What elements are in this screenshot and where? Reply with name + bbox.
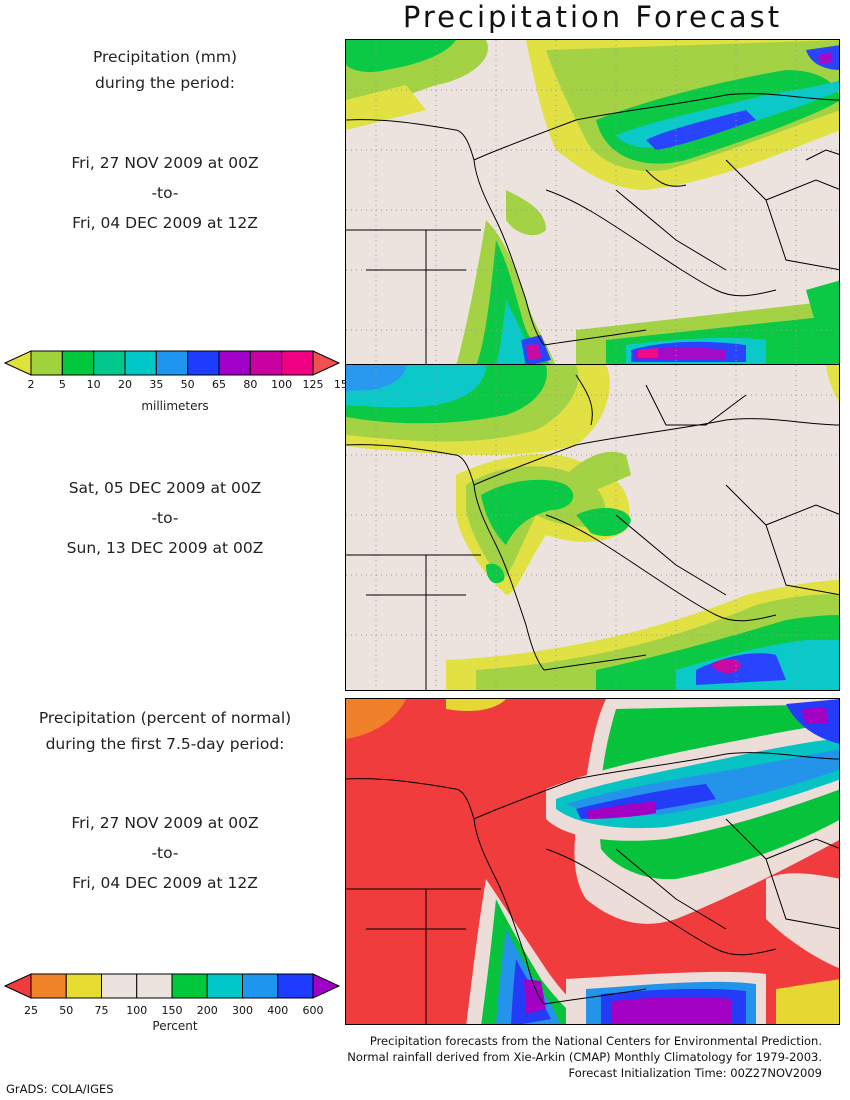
footer-line2: Normal rainfall derived from Xie-Arkin (… (347, 1050, 822, 1064)
colorbar-mm-tick-label: 100 (271, 378, 293, 391)
colorbar-mm-swatch (155, 350, 189, 376)
map-week2-canvas (346, 365, 839, 690)
colorbar-mm-tick-label: 2 (27, 378, 35, 391)
colorbar-mm-tick-label: 5 (58, 378, 66, 391)
colorbar-percent-swatch (136, 973, 173, 999)
colorbar-percent-tick-label: 100 (126, 1004, 148, 1017)
panel3-heading-line2: during the first 7.5-day period: (45, 735, 285, 753)
colorbar-percent-tick-label: 75 (94, 1004, 109, 1017)
colorbar-mm-swatch (187, 350, 220, 376)
page-title: Precipitation Forecast (402, 0, 783, 34)
colorbar-mm-swatch (281, 350, 314, 376)
panel1-heading-line2: during the period: (95, 74, 235, 92)
colorbar-percent-swatch (206, 973, 243, 999)
colorbar-mm-tick-label: 20 (118, 378, 132, 391)
panel1-end: Fri, 04 DEC 2009 at 12Z (72, 214, 258, 232)
colorbar-percent-swatch (277, 973, 314, 999)
colorbar-mm-tick-label: 80 (243, 378, 258, 391)
panel3-start: Fri, 27 NOV 2009 at 00Z (71, 814, 259, 832)
colorbar-mm-swatch (93, 350, 126, 376)
colorbar-mm-tick-label: 10 (86, 378, 101, 391)
colorbar-mm-swatch (249, 350, 283, 376)
footer-notes: Precipitation forecasts from the Nationa… (347, 1033, 822, 1081)
map-percent-canvas (346, 699, 839, 1024)
colorbar-mm-tick-label: 35 (149, 378, 164, 391)
colorbar-mm-tick-label: 125 (302, 378, 324, 391)
footer-line3: Forecast Initialization Time: 00Z27NOV20… (568, 1066, 822, 1080)
panel1-sep: -to- (151, 184, 179, 202)
colorbar-percent-tick-label: 150 (161, 1004, 183, 1017)
panel3-period: Fri, 27 NOV 2009 at 00Z -to- Fri, 04 DEC… (0, 810, 330, 896)
colorbar-percent-swatch (30, 973, 67, 999)
map-panel-percent-normal (345, 698, 840, 1025)
panel1-heading-line1: Precipitation (mm) (92, 48, 238, 66)
colorbar-mm (4, 350, 341, 376)
colorbar-percent-swatch (171, 973, 208, 999)
colorbar-percent-tick-label: 300 (232, 1004, 253, 1017)
panel3-sep: -to- (151, 844, 179, 862)
colorbar-percent-swatch (65, 973, 102, 999)
colorbar-mm-arrow-high (312, 350, 341, 376)
grads-credit: GrADS: COLA/IGES (6, 1082, 114, 1096)
colorbar-mm-arrow-low (4, 350, 32, 376)
panel2-start: Sat, 05 DEC 2009 at 00Z (68, 479, 262, 497)
colorbar-percent-tick-label: 50 (59, 1004, 74, 1017)
panel1-heading: Precipitation (mm) during the period: (0, 44, 330, 96)
colorbar-mm-swatch (30, 350, 63, 376)
panel3-end: Fri, 04 DEC 2009 at 12Z (72, 874, 258, 892)
colorbar-percent-tick-label: 200 (196, 1004, 218, 1017)
panel3-heading: Precipitation (percent of normal) during… (0, 705, 330, 757)
colorbar-percent-unit: Percent (152, 1019, 198, 1033)
panel2-sep: -to- (151, 509, 179, 527)
colorbar-mm-swatch (61, 350, 95, 376)
map-week1-canvas (346, 40, 839, 364)
colorbar-mm-tick-label: 50 (180, 378, 195, 391)
panel2-period: Sat, 05 DEC 2009 at 00Z -to- Sun, 13 DEC… (0, 475, 330, 561)
colorbar-percent-swatch (242, 973, 279, 999)
colorbar-percent-tick-label: 600 (302, 1004, 324, 1017)
colorbar-percent (4, 973, 341, 999)
colorbar-mm-swatch (218, 350, 251, 376)
colorbar-mm-swatch (124, 350, 157, 376)
map-panel-week1 (345, 39, 840, 365)
footer-line1: Precipitation forecasts from the Nationa… (369, 1034, 822, 1048)
panel3-heading-line1: Precipitation (percent of normal) (38, 709, 292, 727)
panel2-end: Sun, 13 DEC 2009 at 00Z (66, 539, 264, 557)
colorbar-percent-tick-label: 25 (24, 1004, 38, 1017)
panel1-start: Fri, 27 NOV 2009 at 00Z (71, 154, 259, 172)
colorbar-percent-swatch (101, 973, 138, 999)
colorbar-mm-tick-label: 65 (212, 378, 226, 391)
map-panel-week2 (345, 364, 840, 691)
colorbar-percent-arrow-low (4, 973, 32, 999)
panel1-period: Fri, 27 NOV 2009 at 00Z -to- Fri, 04 DEC… (0, 150, 330, 236)
colorbar-percent-ticks: 25 50 75 100 150 200 300 400 600 (0, 1004, 345, 1020)
colorbar-percent-arrow-high (312, 973, 341, 999)
colorbar-mm-ticks: 25102035506580100125150200 (0, 378, 387, 394)
colorbar-mm-unit: millimeters (141, 399, 209, 413)
colorbar-percent-tick-label: 400 (267, 1004, 289, 1017)
